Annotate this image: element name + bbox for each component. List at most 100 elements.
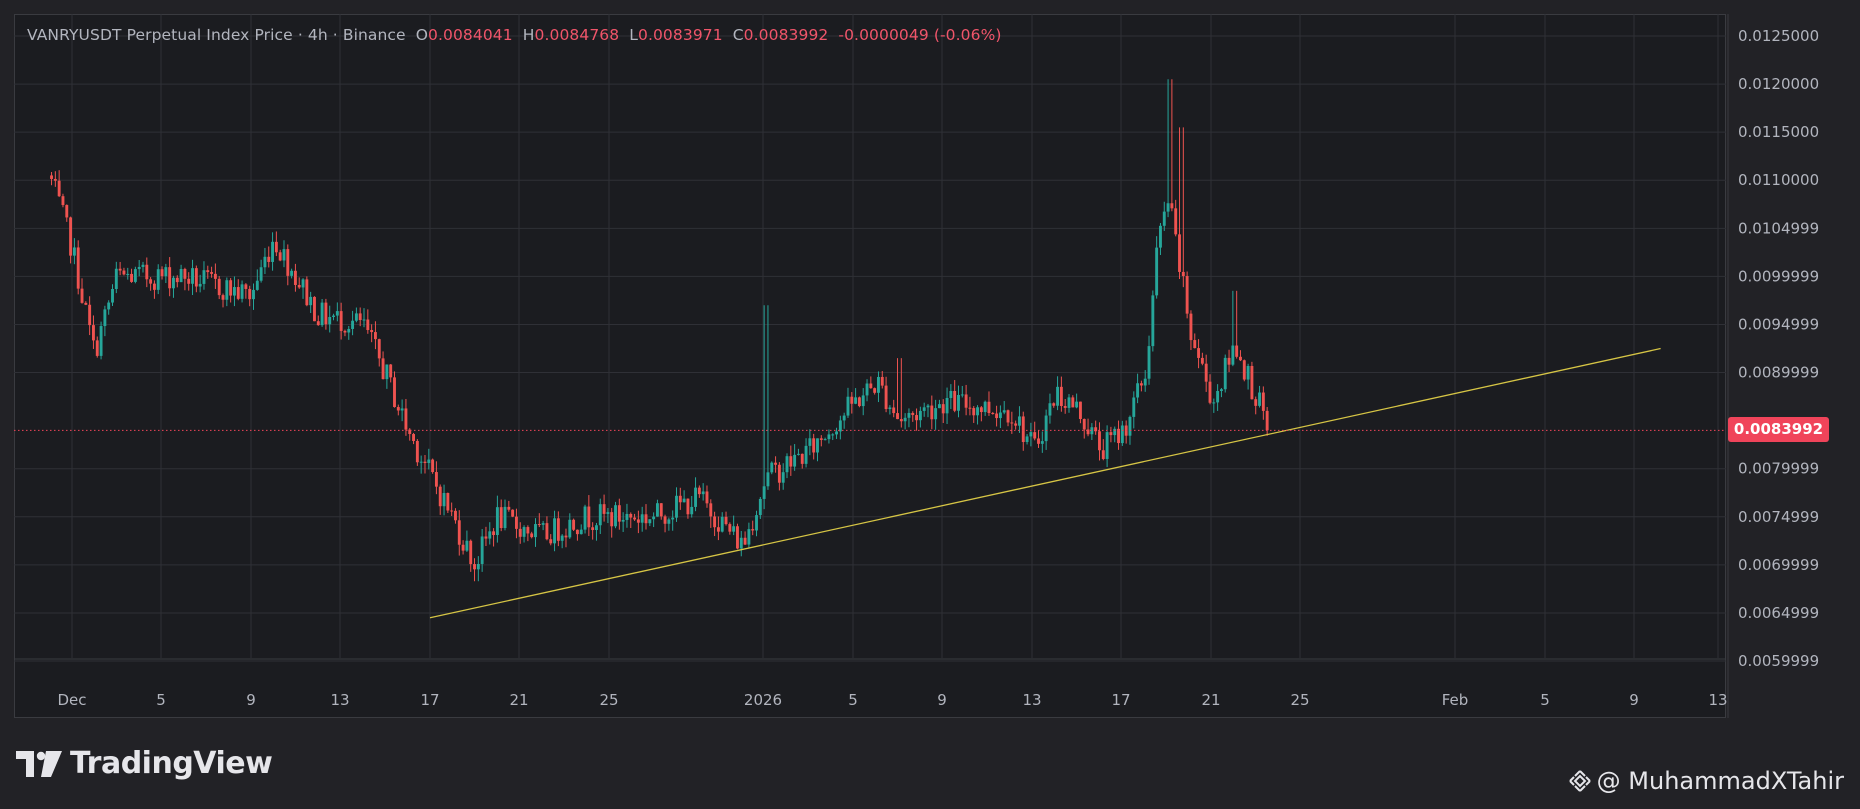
candle-body [1090,427,1094,435]
candle-body [621,519,625,522]
candle-body [156,269,160,290]
candle-body [514,516,518,529]
candle-body [842,415,846,421]
candle-body [495,507,499,536]
candle-body [736,526,739,549]
candle-body [976,407,979,416]
candle-body [541,523,545,525]
candle-body [968,407,972,409]
y-axis-tick-label: 0.0110000 [1738,171,1819,189]
candle-body [1155,247,1159,296]
candle-body [446,493,450,511]
candle-body [796,453,800,455]
candle-body [587,506,591,528]
candle-body [400,408,404,411]
candle-body [1037,438,1040,444]
chart-panel[interactable] [14,14,1726,718]
candle-body [995,413,999,419]
candle-body [553,518,556,544]
candle-body [953,390,957,411]
candle-body [1254,399,1258,406]
candle-body [633,517,637,520]
candle-body [640,514,644,523]
candle-body [1185,276,1189,314]
candle-body [351,320,355,329]
candle-body [758,498,762,516]
candle-body [522,527,526,537]
candle-body [393,377,396,408]
tradingview-brand[interactable]: TradingView [16,746,273,781]
candle-body [427,459,431,464]
candle-body [659,503,663,517]
candle-body [286,249,290,276]
candle-body [1082,418,1086,430]
candle-body [511,509,515,517]
candle-body [316,321,320,326]
candle-body [1231,345,1235,365]
y-axis-tick-label: 0.0104999 [1738,219,1819,237]
candle-body [160,269,164,277]
candle-body [979,407,983,413]
candle-body [690,506,694,515]
candle-body [1174,208,1178,235]
x-axis-tick-label: 2026 [744,691,782,709]
candle-body [366,319,370,331]
y-axis-tick-label: 0.0125000 [1738,27,1819,45]
candle-body [846,396,850,416]
candle-body [57,180,61,197]
candle-body [720,516,724,532]
candle-body [1067,397,1071,408]
candle-body [591,527,595,531]
candle-body [1078,401,1082,419]
candle-body [442,493,446,507]
candle-body [362,319,366,321]
candle-body [454,510,457,521]
candle-body [164,267,168,277]
candle-body [877,376,880,393]
candle-body [1223,357,1227,390]
candle-body [636,519,640,523]
candle-body [499,507,503,529]
candle-body [648,519,652,524]
candle-body [671,517,675,520]
candle-body [1208,381,1212,403]
candle-body [1143,378,1147,386]
candle-body [785,456,789,473]
candle-body [701,491,705,495]
candle-body [945,397,949,414]
candle-body [1048,403,1052,416]
candle-body [705,491,709,504]
candle-body [1204,363,1208,382]
low-label: L [629,26,638,44]
candle-body [206,270,210,273]
author-credit: @ MuhammadXTahir [1568,767,1844,795]
candle-body [187,278,191,284]
candle-body [137,266,141,270]
candle-body [1128,416,1132,436]
candle-body [1151,295,1155,347]
x-axis-tick-label: 13 [1022,691,1041,709]
candle-body [1098,431,1101,451]
candle-body [625,513,629,520]
candle-body [1052,403,1056,406]
candle-body [1113,428,1117,436]
support-trendline [429,347,1661,619]
candle-body [1162,211,1166,226]
candle-body [503,506,507,529]
candle-body [1021,416,1025,443]
candle-body [518,528,522,537]
candle-body [930,405,934,420]
candle-body [964,394,968,408]
candle-body [1006,410,1010,423]
candle-body [324,302,328,325]
candle-body [861,395,865,407]
candle-body [69,217,73,256]
x-axis-tick-label: 21 [1201,691,1220,709]
candle-body [884,385,888,410]
candle-body [114,268,118,290]
candle-body [1242,360,1246,380]
candle-body [888,407,892,410]
close-label: C [732,26,744,44]
candle-body [857,397,861,407]
